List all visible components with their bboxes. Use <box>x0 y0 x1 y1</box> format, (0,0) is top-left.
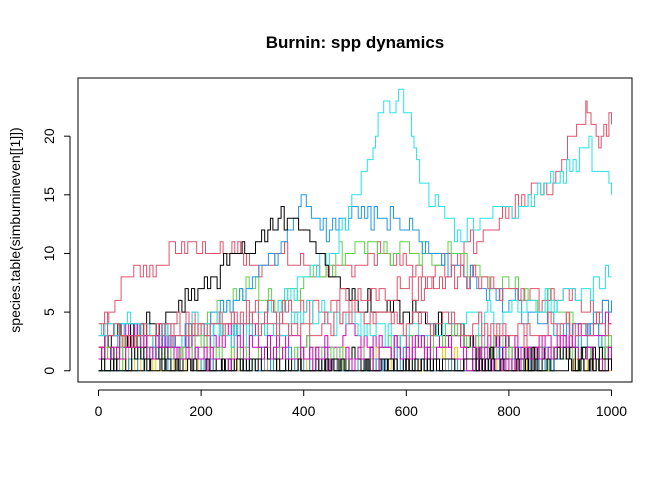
axes: 0 200 400 600 800 1000 0 5 10 15 20 <box>41 128 627 419</box>
x-tick-label: 1000 <box>596 403 627 419</box>
x-tick-label: 400 <box>292 403 316 419</box>
series-line <box>98 358 612 372</box>
y-tick-label: 5 <box>41 308 57 316</box>
chart-title: Burnin: spp dynamics <box>266 33 445 52</box>
x-tick-label: 200 <box>189 403 213 419</box>
series-line <box>98 299 612 348</box>
y-tick-label: 0 <box>41 367 57 375</box>
series-line <box>98 335 612 372</box>
y-axis-label: species.table(simburnineven[[1]]) <box>7 127 23 332</box>
y-tick-label: 10 <box>41 245 57 261</box>
x-tick-label: 0 <box>95 403 103 419</box>
plot-box <box>77 77 633 383</box>
y-tick-label: 20 <box>41 128 57 144</box>
x-tick-label: 800 <box>497 403 521 419</box>
series-layer <box>98 88 612 372</box>
y-tick-label: 15 <box>41 187 57 203</box>
x-tick-label: 600 <box>395 403 419 419</box>
